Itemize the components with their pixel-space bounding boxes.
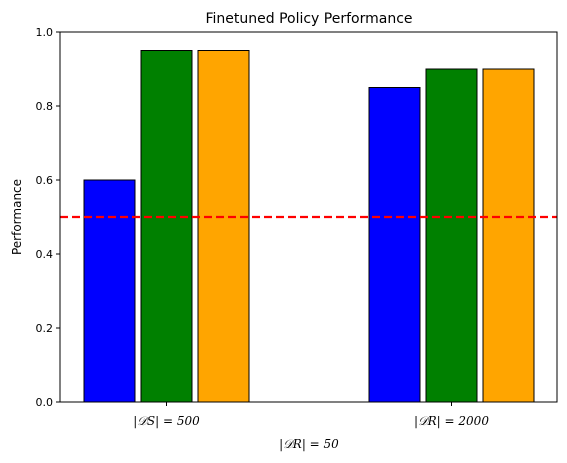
bar-series2-2	[425, 68, 478, 403]
x-axis-label: |𝒟R| = 50	[279, 437, 339, 451]
x-tick-label: |𝒟R| = 2000	[414, 414, 489, 428]
y-tick-label: 1.0	[36, 26, 54, 39]
y-tick-label: 0.2	[36, 322, 54, 335]
y-tick-label: 0.6	[36, 174, 54, 187]
bar-series1-1	[83, 179, 136, 403]
chart-title: Finetuned Policy Performance	[205, 11, 412, 27]
y-axis-label: Performance	[10, 179, 24, 255]
y-tick-label: 0.4	[36, 248, 54, 261]
bar-series3-2	[482, 68, 535, 403]
y-tick-label: 0.8	[36, 100, 54, 113]
bar-series2-1	[140, 50, 193, 403]
bar-series3-1	[197, 50, 250, 403]
plot-frame	[59, 31, 558, 403]
plot-area: 0.0 0.2 0.4 0.6 0.8 1.0 |𝒟S| = 500 |𝒟R| = 2000	[36, 26, 558, 428]
bar-series1-2	[368, 87, 421, 403]
y-tick-label: 0.0	[36, 396, 54, 409]
x-tick-label: |𝒟S| = 500	[133, 414, 200, 428]
